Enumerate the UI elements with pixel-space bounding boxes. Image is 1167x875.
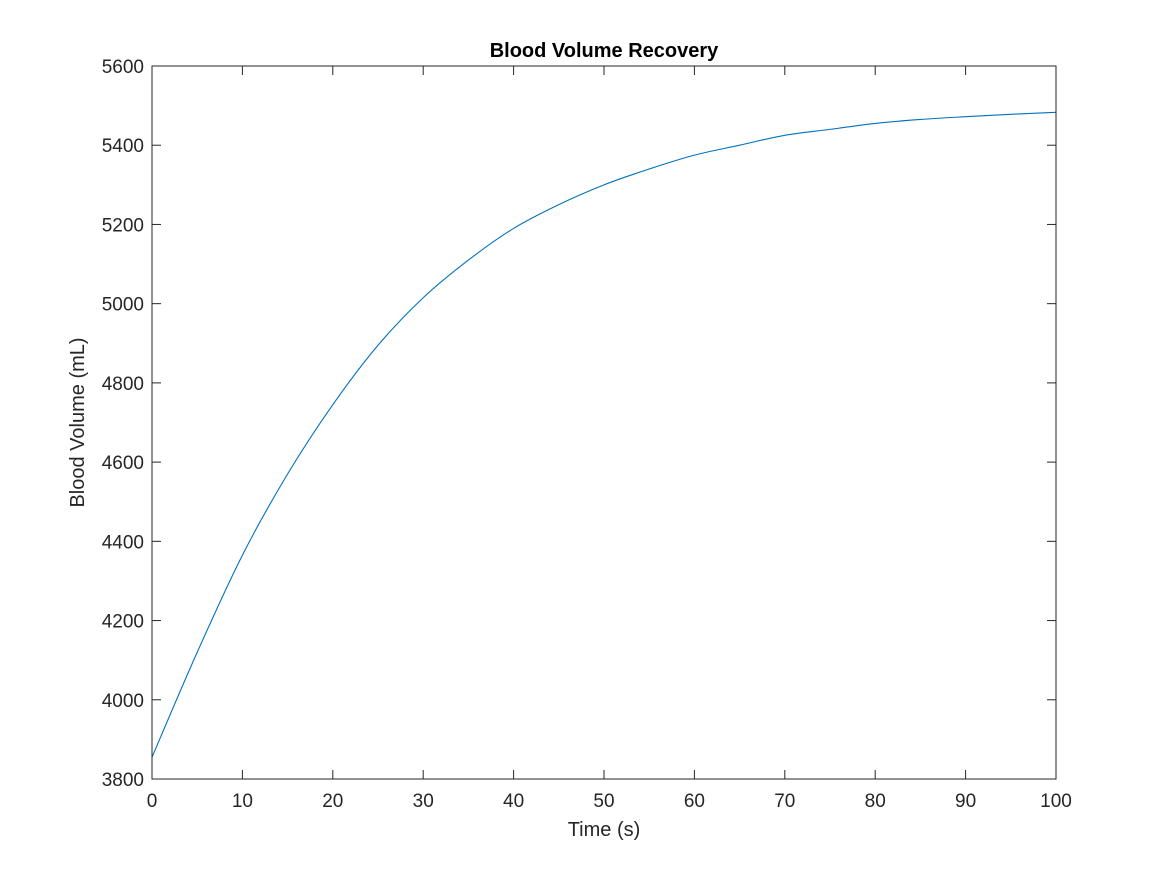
y-tick-label: 5400 (102, 136, 144, 157)
x-tick-label: 60 (684, 791, 705, 812)
series-line (151, 111, 1057, 758)
y-tick-label: 4200 (102, 612, 144, 633)
y-axis-ticks: 3800 4000 4200 4400 4600 4800 5000 5200 5400 5600 (102, 57, 1056, 791)
y-tick-label: 5600 (102, 57, 144, 78)
x-tick-label: 40 (503, 791, 524, 812)
x-tick-label: 30 (413, 791, 434, 812)
y-tick-label: 3800 (102, 770, 144, 791)
y-tick-label: 4800 (102, 374, 144, 395)
x-axis-ticks: 0 10 20 30 40 50 60 70 80 90 100 (147, 66, 1072, 812)
y-tick-label: 4400 (102, 532, 144, 553)
x-tick-label: 100 (1040, 791, 1072, 812)
series-layer (151, 111, 1057, 758)
x-tick-label: 20 (322, 791, 343, 812)
x-tick-label: 50 (593, 791, 614, 812)
plot-area (152, 66, 1056, 779)
y-tick-label: 4600 (102, 453, 144, 474)
x-tick-label: 70 (774, 791, 795, 812)
y-axis-label: Blood Volume (mL) (67, 337, 89, 507)
x-tick-label: 0 (147, 791, 158, 812)
y-tick-label: 5200 (102, 215, 144, 236)
x-tick-label: 80 (865, 791, 886, 812)
x-tick-label: 10 (232, 791, 253, 812)
y-tick-label: 4000 (102, 691, 144, 712)
plot-box (151, 65, 1057, 780)
chart-title: Blood Volume Recovery (490, 40, 719, 62)
x-tick-label: 90 (955, 791, 976, 812)
y-tick-label: 5000 (102, 295, 144, 316)
x-axis-label: Time (s) (568, 819, 641, 841)
